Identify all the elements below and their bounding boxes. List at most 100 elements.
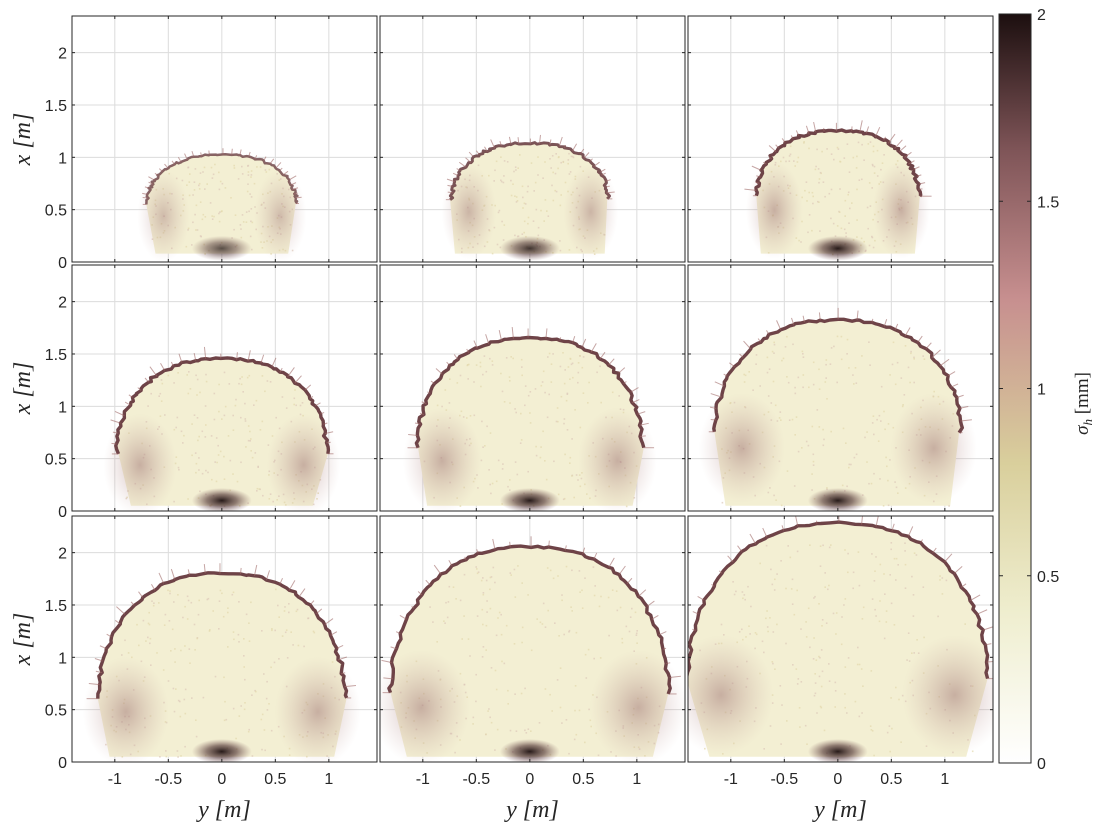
- speckle: [901, 405, 904, 408]
- speckle: [743, 594, 746, 596]
- fringe: [452, 172, 459, 176]
- fringe: [925, 342, 932, 350]
- speckle: [723, 634, 725, 636]
- speckle: [248, 374, 251, 377]
- speckle: [592, 566, 595, 568]
- fringe: [468, 151, 474, 158]
- speckle: [240, 228, 242, 230]
- speckle: [501, 468, 504, 470]
- speckle: [621, 637, 623, 640]
- speckle: [844, 693, 846, 695]
- speckle: [176, 750, 179, 752]
- speckle: [773, 343, 776, 346]
- panel-2-1: -1 -0.5 0 0.5 1y [m]: [379, 515, 686, 823]
- heatmap-field: [688, 516, 993, 762]
- speckle: [836, 335, 839, 338]
- speckle: [256, 166, 258, 168]
- fringe: [887, 133, 896, 144]
- speckle: [830, 217, 832, 220]
- y-axis-label: x [m]: [10, 113, 36, 167]
- speckle: [168, 620, 171, 622]
- speckle: [148, 623, 151, 626]
- speckle: [261, 420, 264, 423]
- speckle: [772, 380, 775, 383]
- speckle: [204, 216, 207, 218]
- speckle: [548, 393, 550, 396]
- y-axis-label: x [m]: [10, 613, 36, 667]
- colorbar-tick-label: 2: [1037, 7, 1046, 24]
- speckle: [874, 608, 876, 611]
- speckle: [192, 194, 194, 196]
- speckle: [250, 220, 252, 223]
- fringe: [330, 631, 338, 636]
- speckle: [265, 171, 268, 173]
- fringe: [953, 565, 963, 574]
- speckle: [874, 570, 876, 572]
- fringe: [170, 568, 176, 580]
- fringe: [623, 381, 627, 385]
- speckle: [244, 678, 246, 681]
- fringe: [710, 418, 716, 421]
- speckle: [900, 377, 903, 379]
- speckle: [563, 633, 565, 636]
- speckle: [871, 236, 874, 239]
- speckle: [232, 591, 235, 594]
- speckle: [796, 589, 798, 592]
- speckle: [449, 378, 451, 380]
- speckle: [559, 240, 561, 242]
- speckle: [247, 439, 250, 442]
- speckle: [459, 374, 462, 377]
- speckle: [575, 474, 578, 476]
- speckle: [195, 229, 197, 231]
- speckle: [186, 618, 189, 620]
- speckle: [159, 756, 161, 758]
- speckle: [164, 414, 166, 416]
- fringe: [160, 363, 166, 371]
- speckle: [524, 203, 527, 205]
- speckle: [477, 487, 479, 489]
- speckle: [547, 356, 549, 358]
- speckle: [939, 579, 941, 581]
- speckle: [811, 229, 813, 232]
- speckle: [828, 546, 831, 549]
- speckle: [579, 485, 582, 488]
- side-bands: [82, 656, 361, 762]
- tick-marks: [688, 16, 993, 263]
- speckle: [821, 625, 823, 627]
- speckle: [556, 679, 559, 681]
- speckle: [800, 681, 803, 683]
- speckle: [569, 358, 572, 360]
- speckle: [854, 367, 857, 369]
- fringe: [606, 179, 611, 182]
- fringe: [931, 349, 941, 359]
- speckle: [600, 401, 602, 404]
- speckle: [513, 568, 516, 571]
- speckle: [750, 605, 752, 608]
- speckle: [794, 386, 796, 389]
- speckle: [191, 244, 193, 246]
- speckle: [904, 542, 906, 544]
- speckle: [880, 385, 883, 388]
- y-tick-label: 0: [58, 755, 67, 772]
- speckle: [825, 622, 828, 624]
- speckle: [819, 545, 822, 547]
- speckle: [852, 571, 855, 574]
- speckle: [812, 361, 815, 364]
- speckle: [870, 482, 873, 485]
- speckle: [819, 656, 821, 659]
- axes-box: [71, 264, 378, 512]
- tick-marks: [688, 516, 993, 763]
- speckle: [561, 594, 563, 596]
- fringe: [559, 337, 562, 341]
- speckle: [847, 552, 849, 555]
- speckle: [792, 343, 794, 346]
- fringe: [802, 315, 805, 323]
- speckle: [541, 381, 544, 383]
- fringe: [124, 401, 131, 406]
- fringe: [447, 184, 453, 187]
- speckle: [780, 160, 782, 163]
- speckle: [485, 733, 487, 736]
- speckle: [486, 425, 488, 428]
- speckle: [846, 712, 848, 714]
- speckle: [127, 652, 130, 654]
